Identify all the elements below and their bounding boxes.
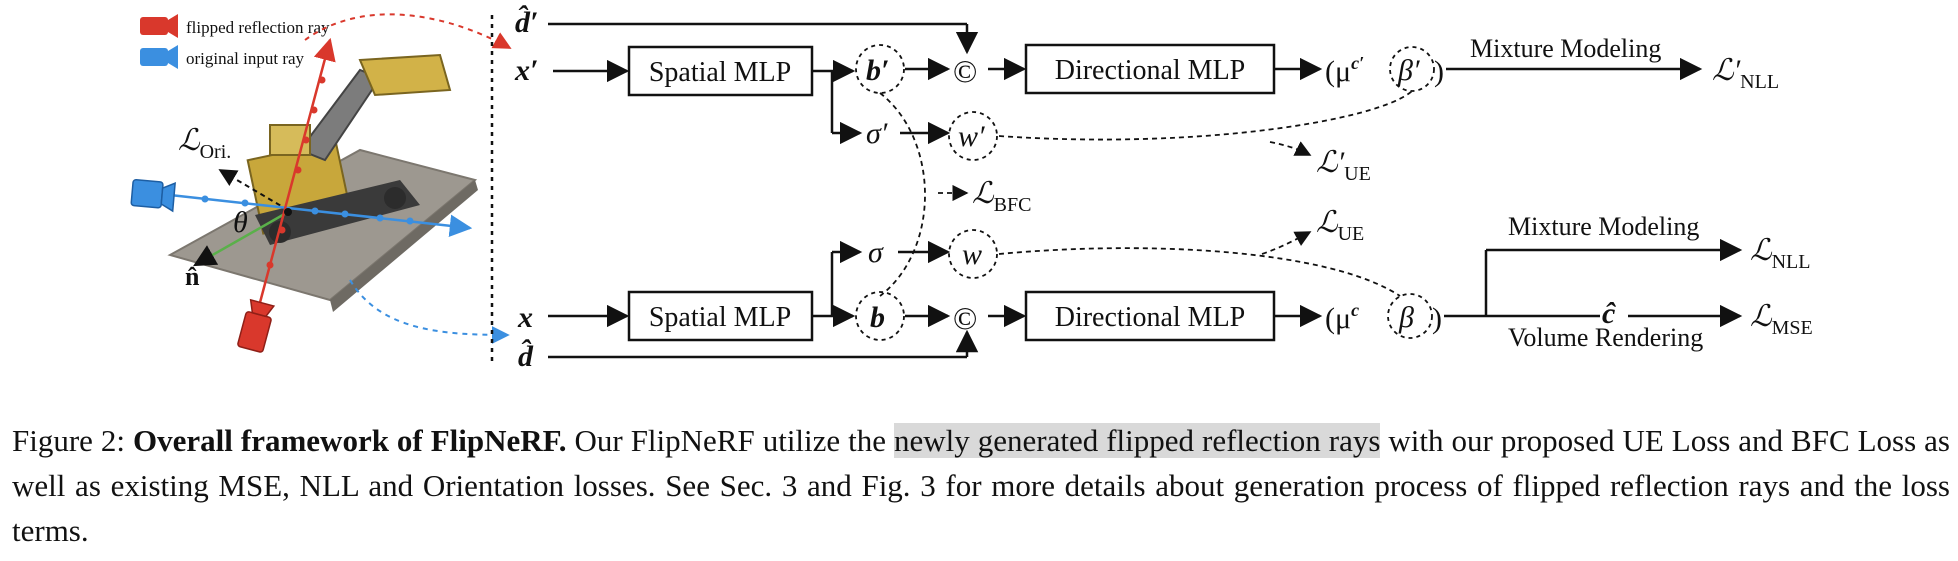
bottom-branch: x Spatial MLP σ w b © d̂ Directional MLP… [517, 206, 1813, 373]
top-concat-icon: © [953, 53, 977, 89]
top-b-circle [855, 44, 905, 94]
bottom-beta-label: β [1398, 301, 1414, 334]
b-consistency-dashed [879, 92, 926, 297]
c-hat-label: ĉ [1602, 297, 1616, 330]
top-b-label: b′ [866, 54, 889, 87]
bottom-spatial-mlp-box [627, 290, 814, 342]
bottom-mixture-label: Mixture Modeling [1508, 212, 1699, 241]
legend-original-label: original input ray [186, 49, 305, 68]
mse-loss: ℒMSE [1750, 300, 1813, 339]
top-ue-loss: ℒ′UE [1316, 146, 1371, 185]
top-w-label: w′ [958, 120, 985, 153]
bottom-concat-icon: © [953, 300, 977, 336]
framework-figure: flipped reflection ray original input ra… [130, 5, 1813, 373]
bottom-w-circle [948, 229, 998, 279]
top-nll-loss: ℒ′NLL [1712, 54, 1779, 93]
bfc-loss: ℒBFC [972, 177, 1031, 216]
top-spatial-mlp-label: Spatial MLP [649, 57, 791, 88]
bottom-directional-mlp-label: Directional MLP [1055, 302, 1246, 333]
top-sigma-label: σ′ [866, 117, 888, 150]
bottom-b-label: b [870, 301, 885, 334]
legend-flipped-label: flipped reflection ray [186, 18, 330, 37]
bfc-loss-group: ℒBFC [879, 92, 1031, 297]
top-w-circle [948, 111, 998, 161]
top-beta-label: β′ [1397, 54, 1420, 87]
top-w-to-beta-dashed [998, 90, 1413, 141]
bottom-spatial-mlp-label: Spatial MLP [649, 302, 791, 333]
normal-label: n̂ [185, 262, 200, 291]
volume-rendering-label: Volume Rendering [1508, 323, 1703, 352]
bottom-sigma-label: σ [868, 236, 884, 269]
figure-caption: Figure 2: Overall framework of FlipNeRF.… [12, 418, 1950, 553]
bottom-x-input: x [517, 301, 533, 334]
red-camera-legend-icon [140, 14, 178, 38]
bottom-output-close: ) [1432, 302, 1442, 335]
top-beta-circle [1389, 46, 1435, 92]
caption-text-2: with our proposed UE Loss and BFC Loss a… [12, 423, 1950, 548]
bottom-w-label: w [962, 238, 982, 271]
caption-highlight: newly generated flipped reflection rays [894, 423, 1381, 458]
original-ray [169, 193, 473, 237]
caption-text-1: Our FlipNeRF utilize the [566, 423, 895, 458]
blue-camera-legend-icon [140, 45, 178, 69]
top-d-input: d̂′ [515, 5, 538, 39]
loss-ori-label: ℒOri. [178, 124, 231, 163]
top-branch: d̂′ x′ Spatial MLP b′ © σ′ w′ Directiona… [514, 5, 1779, 185]
bottom-b-circle [855, 291, 905, 341]
original-ray-to-network-arrow [349, 279, 510, 344]
theta-label: θ [233, 206, 248, 239]
flipped-ray-to-network-arrow [304, 13, 512, 49]
top-output-close: ) [1434, 55, 1444, 88]
bottom-nll-loss: ℒNLL [1750, 234, 1811, 273]
blue-camera [130, 178, 176, 213]
bottom-output-tuple: (μc [1325, 300, 1359, 335]
top-x-input: x′ [514, 54, 538, 87]
top-directional-mlp-box [1024, 43, 1276, 95]
bottom-directional-mlp-box [1024, 290, 1276, 342]
top-spatial-mlp-box [627, 45, 814, 97]
scene-illustration: flipped reflection ray original input ra… [130, 13, 512, 353]
red-camera [237, 298, 276, 353]
normal-vector [193, 210, 289, 267]
caption-title: Overall framework of FlipNeRF. [133, 423, 567, 458]
top-output-tuple: (μc′ [1325, 53, 1364, 88]
legend: flipped reflection ray original input ra… [140, 14, 330, 69]
bottom-ue-loss: ℒUE [1316, 206, 1364, 245]
top-directional-mlp-label: Directional MLP [1055, 55, 1246, 86]
top-mixture-label: Mixture Modeling [1470, 34, 1661, 63]
bottom-w-to-beta-dashed [998, 247, 1401, 297]
bottom-d-input: d̂ [518, 339, 534, 373]
bottom-beta-circle [1387, 293, 1433, 339]
caption-label: Figure 2: [12, 423, 126, 458]
